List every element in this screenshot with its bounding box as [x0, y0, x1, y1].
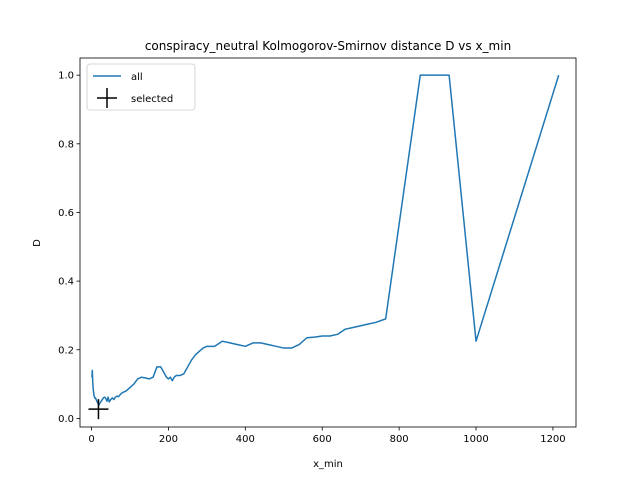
legend-label: all — [131, 72, 143, 83]
x-tick-label: 1200 — [540, 434, 565, 445]
legend-entry-all: all — [93, 72, 143, 83]
y-tick-label: 0.2 — [58, 345, 74, 356]
y-tick-label: 0.0 — [58, 414, 74, 425]
y-tick-label: 0.4 — [58, 277, 74, 288]
x-axis: 0 200 400 600 800 1000 1200 — [88, 427, 566, 445]
chart-title: conspiracy_neutral Kolmogorov-Smirnov di… — [145, 39, 511, 53]
x-axis-label: x_min — [313, 459, 343, 470]
legend: all selected — [86, 63, 196, 111]
series-point-selected — [88, 399, 109, 420]
plot-area — [79, 57, 577, 428]
legend-entry-selected: selected — [97, 88, 173, 108]
x-tick-label: 800 — [390, 434, 409, 445]
x-tick-label: 200 — [159, 434, 178, 445]
y-tick-label: 0.8 — [58, 139, 74, 150]
x-tick-label: 600 — [313, 434, 332, 445]
x-tick-label: 400 — [236, 434, 255, 445]
x-tick-label: 0 — [88, 434, 94, 445]
legend-label: selected — [131, 94, 173, 105]
axes-frame — [79, 57, 577, 428]
x-tick-label: 1000 — [463, 434, 488, 445]
y-tick-label: 0.6 — [58, 208, 74, 219]
y-tick-label: 1.0 — [58, 71, 74, 82]
y-axis: 0.0 0.2 0.4 0.6 0.8 1.0 — [58, 71, 80, 425]
series-line-all — [91, 74, 560, 406]
y-axis-label: D — [32, 239, 43, 247]
